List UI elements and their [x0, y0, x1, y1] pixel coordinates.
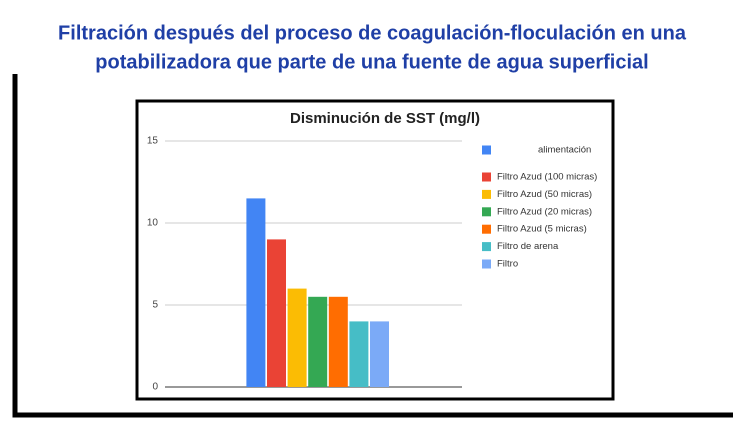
y-tick-label: 5	[152, 300, 158, 311]
bar	[267, 239, 286, 387]
legend-label: Filtro	[497, 259, 518, 270]
legend-label: Filtro de arena	[497, 241, 559, 252]
legend-label: Filtro Azud (5 micras)	[497, 224, 587, 235]
bar	[328, 296, 348, 387]
legend-label: alimentación	[538, 145, 591, 156]
bar	[370, 321, 389, 387]
slide-title: Filtración después del proceso de coagul…	[58, 22, 687, 44]
chart-title: Disminución de SST (mg/l)	[290, 110, 480, 127]
y-tick-label: 0	[152, 382, 158, 393]
legend-swatch	[482, 242, 491, 252]
legend-label: Filtro Azud (100 micras)	[497, 172, 597, 183]
y-tick-label: 10	[147, 218, 159, 229]
legend-swatch	[482, 145, 491, 155]
bar	[287, 288, 307, 387]
legend-label: Filtro Azud (50 micras)	[497, 189, 592, 200]
bar	[349, 321, 369, 387]
legend-swatch	[482, 189, 491, 199]
y-tick-label: 15	[147, 136, 159, 147]
bar	[246, 198, 266, 387]
legend-swatch	[482, 207, 491, 217]
legend-label: Filtro Azud (20 micras)	[497, 206, 592, 217]
slide-title: potabilizadora que parte de una fuente d…	[95, 51, 648, 73]
legend-swatch	[482, 259, 491, 269]
legend-swatch	[482, 172, 491, 182]
frame	[12, 74, 733, 418]
bar	[308, 296, 328, 387]
legend-swatch	[482, 224, 491, 234]
